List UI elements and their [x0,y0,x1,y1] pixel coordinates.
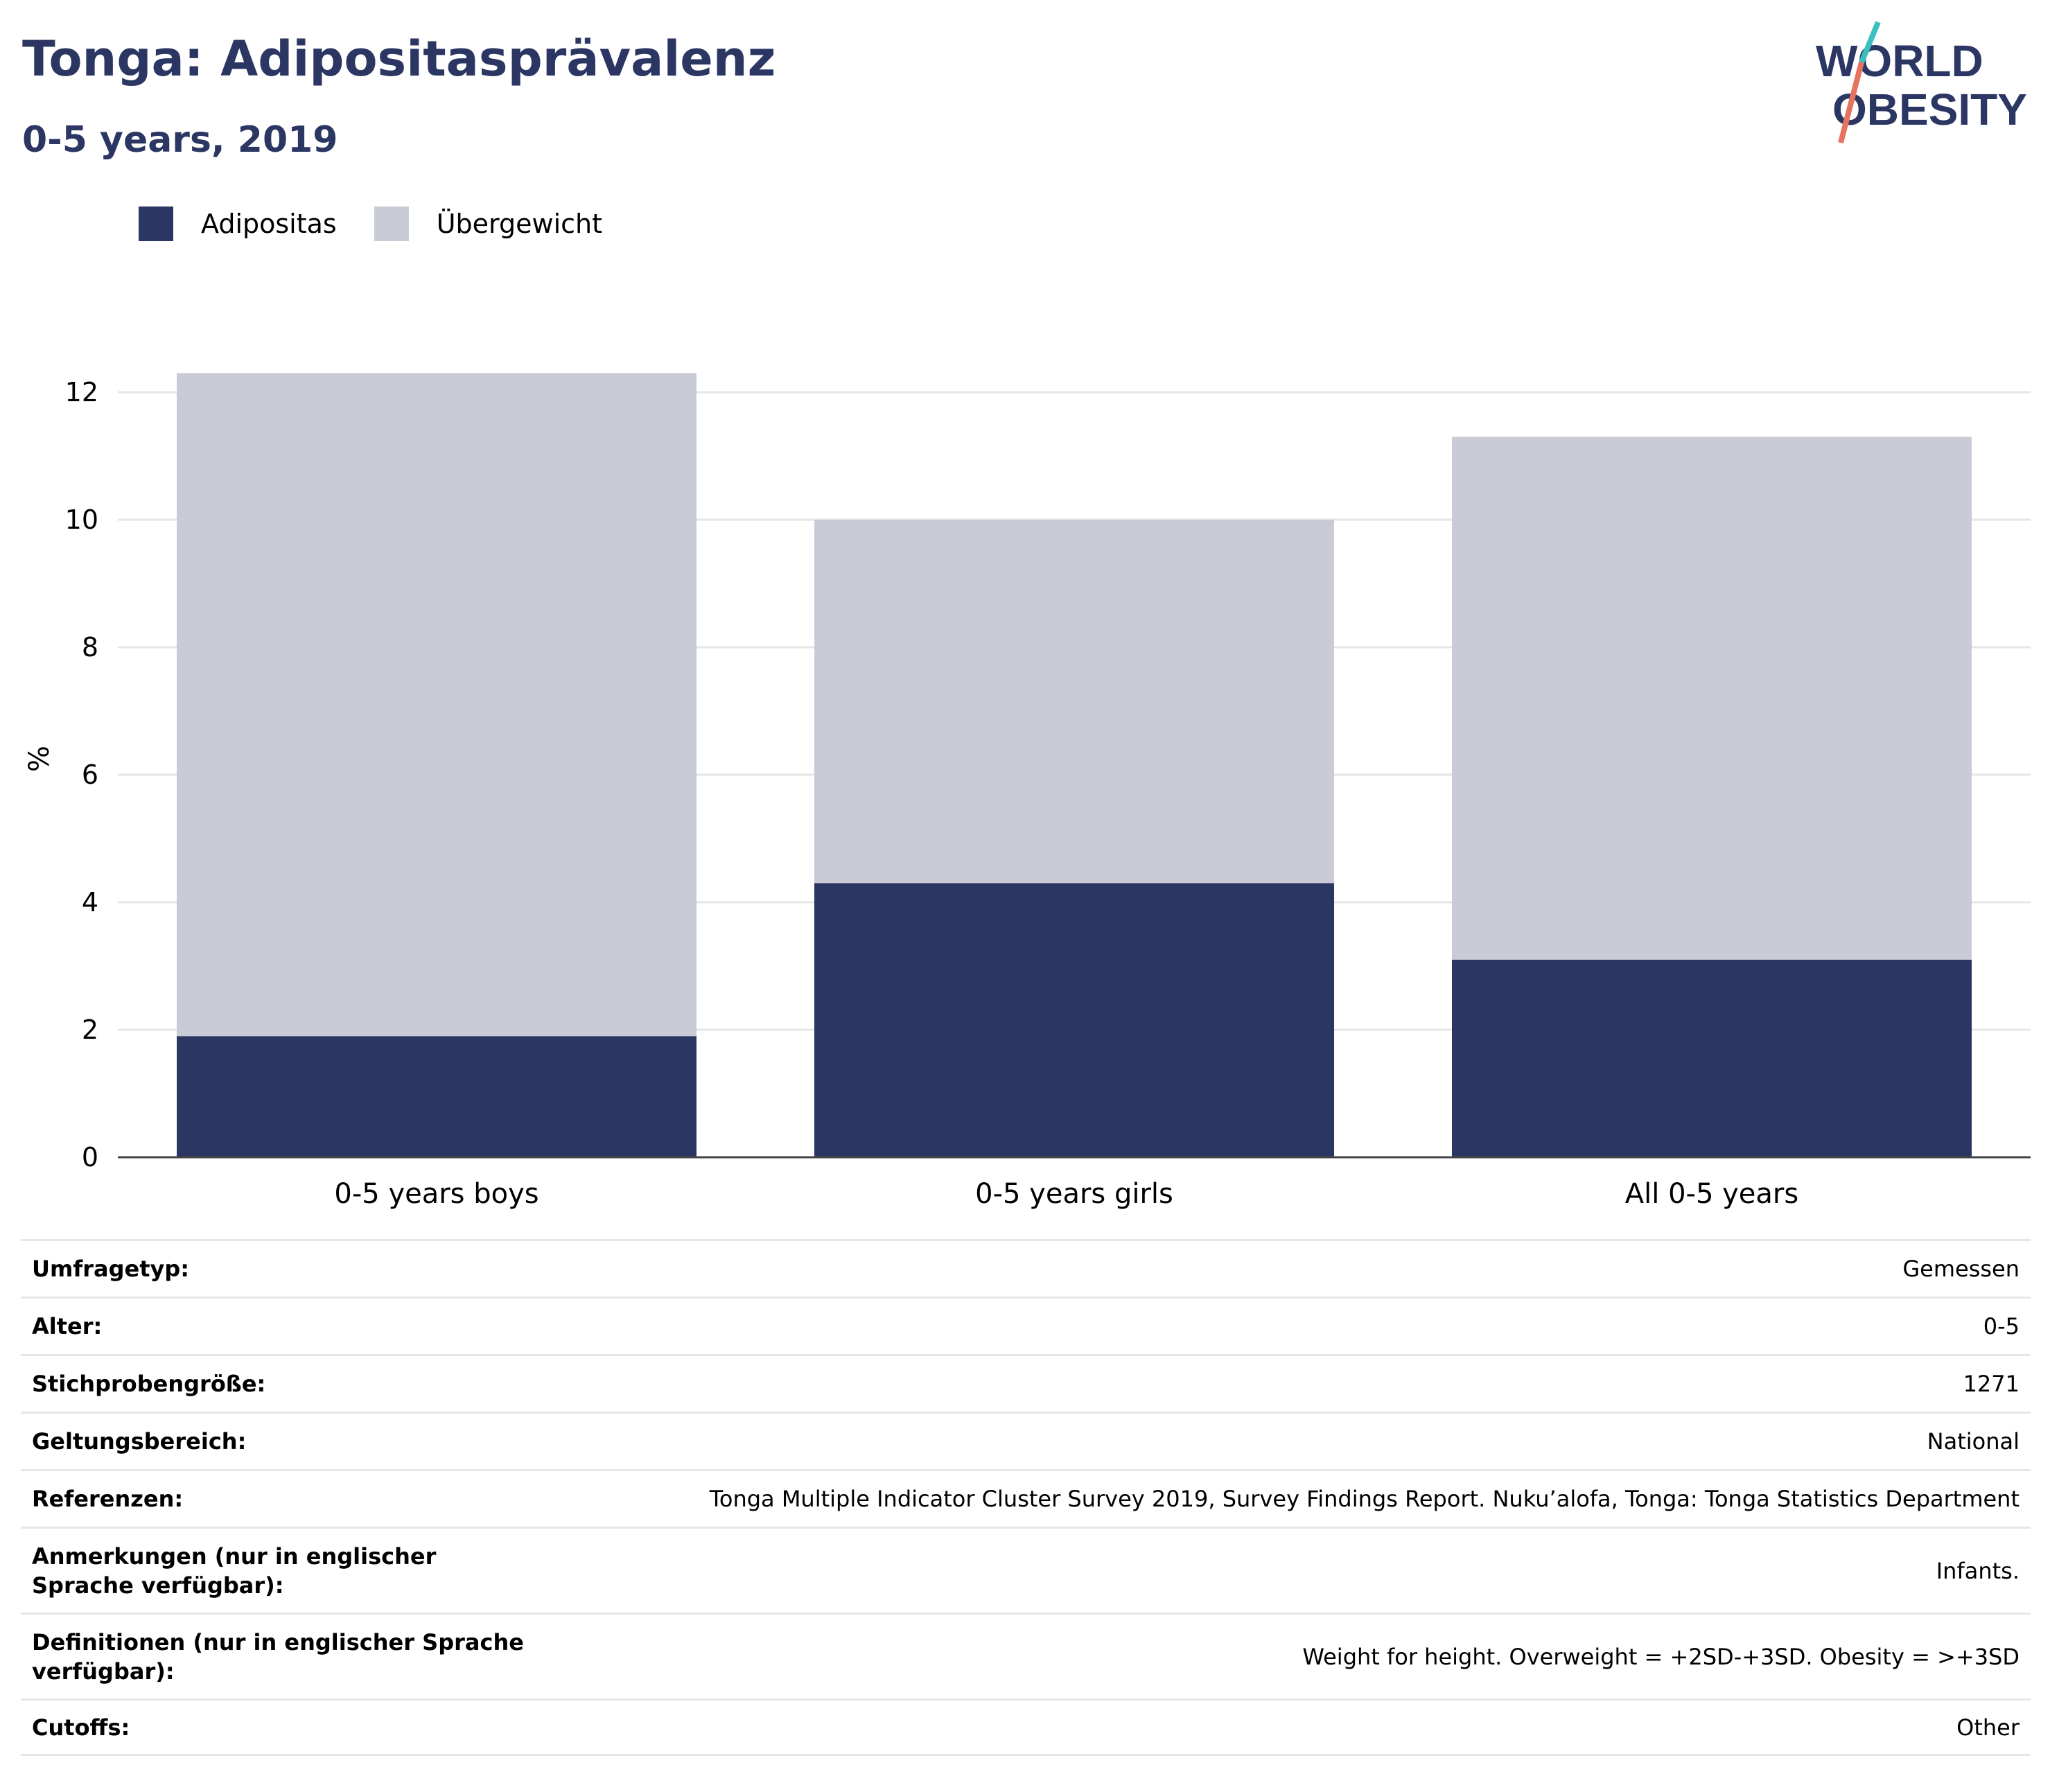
details-row: Cutoffs: Other [21,1698,2031,1756]
details-row: Geltungsbereich: National [21,1412,2031,1469]
details-value: 1271 [1963,1371,2020,1397]
legend-swatch-obesity [139,207,173,241]
page-subtitle: 0-5 years, 2019 [22,119,338,161]
details-row: Definitionen (nur in englischer Sprache … [21,1613,2031,1698]
details-value: 0-5 [1983,1313,2020,1339]
x-tick-label: 0-5 years girls [975,1178,1173,1210]
bar-overweight [177,373,697,1037]
bar-obesity [177,1036,697,1157]
x-tick-label: 0-5 years boys [334,1178,538,1210]
logo-stroke-teal [1859,21,1881,64]
details-label: Definitionen (nur in englischer Sprache … [32,1628,524,1685]
details-value: Gemessen [1902,1256,2020,1282]
details-label: Anmerkungen (nur in englischer Sprache v… [32,1543,437,1599]
legend-label-obesity: Adipositas [201,209,337,239]
details-row: Umfragetyp: Gemessen [21,1239,2031,1297]
details-label: Cutoffs: [32,1714,130,1741]
details-label: Geltungsbereich: [32,1428,247,1455]
details-label: Alter: [32,1313,103,1339]
details-value: National [1927,1428,2020,1455]
bar-chart: 0 2 4 6 8 10 12 0-5 years boys 0-5 years girls Al… [24,373,2031,1210]
y-tick-label: 2 [82,1014,98,1045]
legend-swatch-overweight [374,207,409,241]
details-value: Infants. [1936,1557,2020,1584]
logo-text-obesity: OBESITY [1832,85,2027,134]
details-table: Umfragetyp: Gemessen Alter: 0-5 Stichprobeng… [21,1239,2031,1756]
details-label: Umfragetyp: [32,1256,190,1282]
logo-stroke-coral [1838,61,1864,144]
bar-obesity [1452,959,1972,1157]
page-title: Tonga: Adipositasprävalenz [22,30,776,87]
y-tick-label: 8 [82,632,98,662]
details-label: Stichprobengröße: [32,1371,266,1397]
details-row: Anmerkungen (nur in englischer Sprache v… [21,1527,2031,1613]
bar-overweight [1452,437,1972,960]
y-tick-label: 10 [65,504,98,535]
legend-item-obesity[interactable]: Adipositas [139,207,337,241]
legend-label-overweight: Übergewicht [436,209,602,239]
details-row: Alter: 0-5 [21,1297,2031,1354]
world-obesity-logo: WORLD OBESITY [1816,21,2027,144]
x-tick-label: All 0-5 years [1625,1178,1798,1210]
details-row: Referenzen: Tonga Multiple Indicator Clus… [21,1469,2031,1527]
bar-overweight [814,520,1334,884]
y-axis-label: % [24,746,55,772]
details-value: Tonga Multiple Indicator Cluster Survey … [709,1486,2020,1512]
chart-legend: Adipositas Übergewicht [139,207,640,241]
y-tick-label: 4 [82,887,98,917]
details-label: Referenzen: [32,1486,184,1512]
details-row: Stichprobengröße: 1271 [21,1354,2031,1412]
y-tick-label: 6 [82,759,98,790]
details-value: Other [1956,1714,2020,1741]
bar-obesity [814,883,1334,1157]
logo-text-world: WORLD [1816,36,1983,86]
y-tick-label: 0 [82,1142,98,1172]
y-tick-label: 12 [65,377,98,407]
legend-item-overweight[interactable]: Übergewicht [374,207,602,241]
details-value: Weight for height. Overweight = +2SD-+3S… [1302,1643,2020,1670]
